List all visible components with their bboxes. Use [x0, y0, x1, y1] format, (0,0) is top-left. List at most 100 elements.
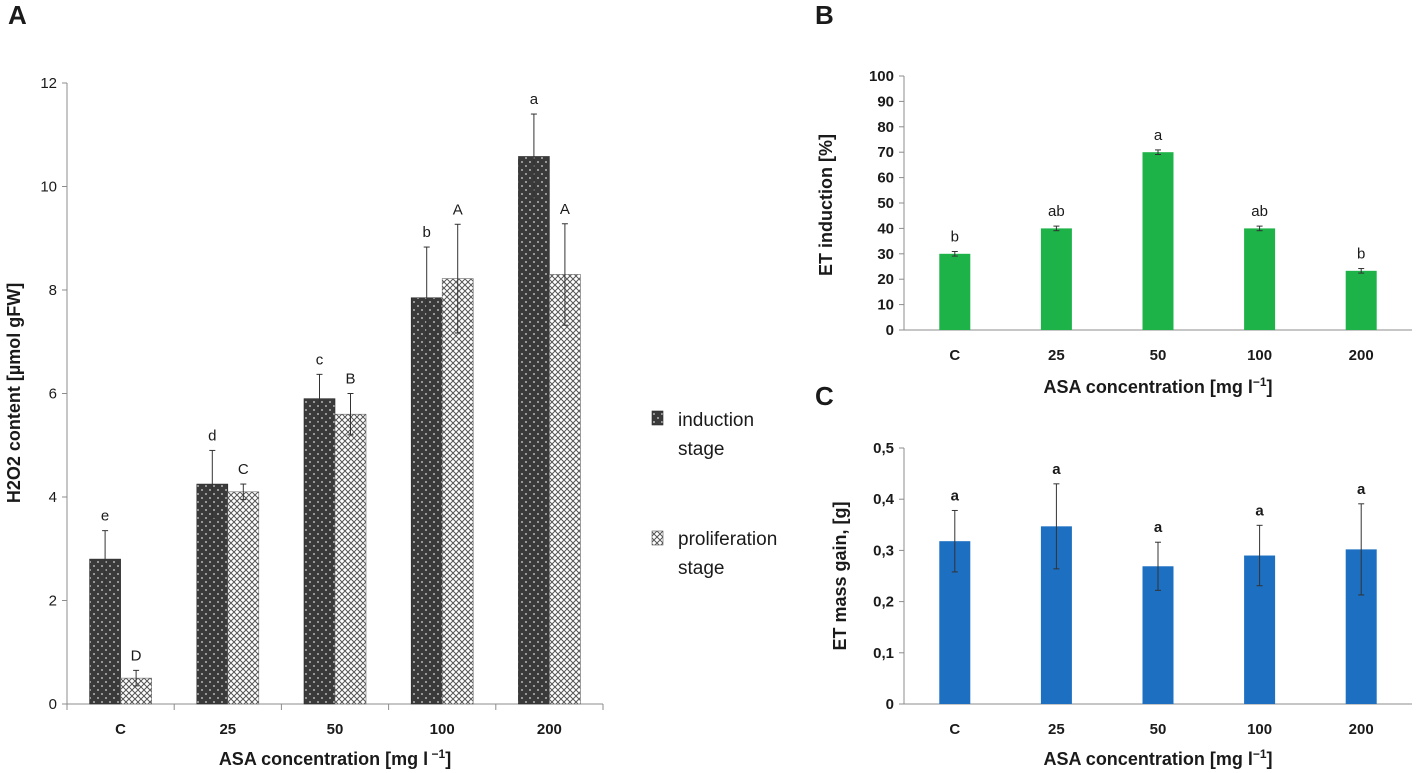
significance-label: b [1357, 246, 1365, 263]
significance-label: C [238, 461, 249, 478]
significance-label: A [453, 201, 463, 218]
y-tick-label: 0,1 [873, 645, 894, 662]
bar-proliferation-stage-200 [549, 274, 581, 705]
bars: a a a a a [939, 461, 1377, 704]
legend: induction stage proliferation stage [651, 410, 777, 579]
significance-label: a [1255, 502, 1264, 519]
chart-panel-a: 0 2 4 6 8 10 12 e Dd Cc Bb Aa A C 25 50 100 200 ASA con… [4, 75, 604, 769]
error-bar [1256, 524, 1263, 587]
bar-ET-induction-C [939, 253, 971, 330]
error-bar [1155, 541, 1161, 591]
panel-label-b: B [815, 0, 834, 30]
x-tick-label: 50 [1150, 347, 1167, 364]
y-tick-label: 8 [49, 282, 57, 299]
y-tick-label: 0 [886, 696, 894, 713]
x-tick-label: 25 [1048, 721, 1065, 738]
significance-label: B [345, 371, 355, 388]
bar-proliferation-stage-50 [334, 413, 367, 705]
error-bar [102, 530, 109, 589]
significance-label: a [951, 487, 960, 504]
error-bar [423, 246, 430, 349]
x-tick-label: 100 [430, 721, 455, 738]
y-axis-title: ET mass gain, [g] [830, 501, 850, 650]
error-bar [1256, 225, 1263, 232]
error-bar [1053, 225, 1060, 232]
significance-label: a [1154, 519, 1163, 536]
x-axis-title: ASA concentration [mg l−1] [1043, 747, 1272, 769]
significance-label: a [1154, 127, 1163, 144]
error-bar [1358, 503, 1365, 596]
significance-label: A [560, 201, 570, 218]
y-tick-label: 90 [877, 93, 894, 110]
x-tick-labels: C 25 50 100 200 [949, 347, 1373, 364]
y-axis-ticks: 0 10 20 30 40 50 60 70 80 90 100 [869, 68, 904, 339]
error-bar [561, 223, 568, 326]
significance-label: b [423, 224, 431, 241]
y-tick-label: 12 [40, 75, 57, 92]
y-tick-label: 0 [886, 322, 894, 339]
y-tick-label: 10 [40, 179, 57, 196]
x-tick-label: C [115, 721, 126, 738]
bar-proliferation-stage-25 [227, 491, 260, 705]
y-tick-label: 40 [877, 220, 894, 237]
bar-ET-induction-50 [1142, 152, 1174, 330]
y-tick-label: 20 [877, 271, 894, 288]
x-axis-title: ASA concentration [mg l−1] [1043, 375, 1272, 397]
bar-ET-induction-100 [1244, 228, 1276, 330]
y-axis-ticks: 0 2 4 6 8 10 12 [40, 75, 67, 713]
y-tick-label: 50 [877, 195, 894, 212]
x-tick-label: 50 [327, 721, 344, 738]
bar-induction-stage-200 [518, 156, 550, 705]
significance-label: D [131, 647, 142, 664]
significance-label: e [101, 508, 109, 525]
bar-induction-stage-100 [410, 297, 443, 705]
y-tick-label: 2 [49, 593, 57, 610]
significance-label: a [1357, 481, 1366, 498]
bar-ET-induction-25 [1040, 228, 1072, 330]
bars: b ab a ab b [939, 127, 1377, 330]
y-tick-label: 6 [49, 386, 57, 403]
legend-label-proliferation-line1: proliferation [678, 529, 777, 550]
chart-panel-b: 0 10 20 30 40 50 60 70 80 90 100 b ab a ab b C 25 50 100 2… [816, 68, 1412, 397]
error-bar [209, 449, 216, 519]
significance-label: ab [1251, 203, 1268, 220]
y-tick-label: 0,3 [873, 542, 894, 559]
error-bar [951, 509, 958, 573]
x-tick-label: 25 [219, 721, 236, 738]
x-tick-label: C [949, 721, 960, 738]
y-axis-title: H2O2 content [µmol gFW] [4, 283, 24, 503]
x-tick-label: 200 [537, 721, 562, 738]
y-tick-label: 0 [49, 696, 57, 713]
significance-label: a [530, 91, 539, 108]
legend-swatch-proliferation [651, 530, 664, 546]
bars: e Dd Cc Bb Aa A [89, 91, 581, 705]
x-tick-label: C [949, 347, 960, 364]
error-bar [454, 223, 461, 334]
y-tick-label: 60 [877, 170, 894, 187]
error-bar [347, 393, 354, 436]
x-tick-label: 200 [1349, 347, 1374, 364]
error-bar [530, 113, 537, 200]
chart-panel-c: 0 0,1 0,2 0,3 0,4 0,5 a a a a a C 25 50 100 200 ASA c… [830, 440, 1412, 769]
panel-label-c: C [815, 381, 834, 411]
x-tick-labels: C 25 50 100 200 [66, 704, 604, 738]
y-tick-label: 80 [877, 119, 894, 136]
error-bar [1053, 483, 1060, 570]
x-tick-labels: C 25 50 100 200 [949, 721, 1373, 738]
y-axis-title: ET induction [%] [816, 134, 836, 276]
legend-label-proliferation-line2: stage [678, 558, 724, 579]
legend-label-induction-line1: induction [678, 410, 754, 431]
significance-label: a [1052, 461, 1061, 478]
bar-induction-stage-25 [196, 483, 229, 705]
x-axis-title: ASA concentration [mg l −1] [219, 747, 451, 769]
y-tick-label: 0,2 [873, 594, 894, 611]
x-tick-label: 50 [1150, 721, 1167, 738]
x-tick-label: 100 [1247, 721, 1272, 738]
y-tick-label: 30 [877, 246, 894, 263]
y-tick-label: 70 [877, 144, 894, 161]
error-bar [316, 373, 323, 424]
error-bar [240, 483, 247, 501]
significance-label: b [951, 229, 959, 246]
y-axis-ticks: 0 0,1 0,2 0,3 0,4 0,5 [873, 440, 904, 713]
